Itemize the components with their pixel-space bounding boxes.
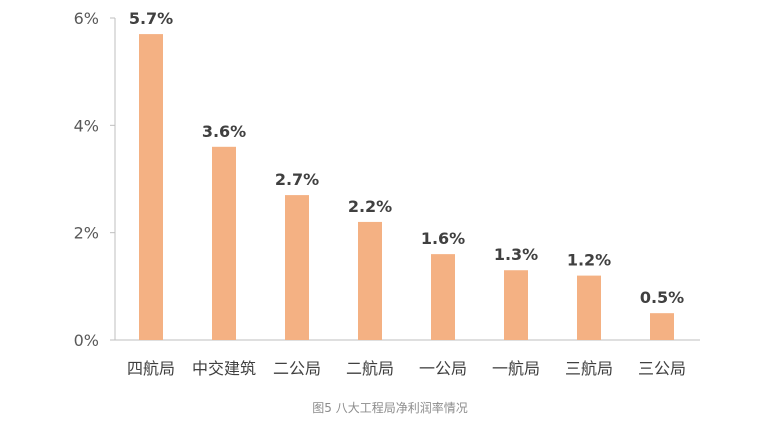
bar	[577, 275, 601, 340]
category-labels: 四航局 中交建筑 二公局 二航局 一公局 一航局 三航局 三公局	[127, 359, 686, 378]
category-label: 三公局	[638, 359, 686, 378]
category-label: 中交建筑	[192, 359, 256, 378]
figure-caption: 图5 八大工程局净利润率情况	[312, 401, 468, 415]
category-label: 二航局	[346, 359, 394, 378]
bar-value-label: 1.3%	[494, 245, 538, 264]
y-tick-label: 0%	[74, 331, 99, 350]
category-label: 四航局	[127, 359, 175, 378]
bar-value-label: 5.7%	[129, 9, 173, 28]
y-axis: 0% 2% 4% 6%	[74, 9, 116, 350]
y-tick-label: 2%	[74, 224, 99, 243]
bar	[212, 146, 236, 340]
bar	[139, 34, 163, 340]
bars	[139, 34, 674, 340]
bar-value-label: 1.2%	[567, 251, 611, 270]
bar	[285, 195, 309, 340]
category-label: 三航局	[565, 359, 613, 378]
category-label: 一公局	[419, 359, 467, 378]
bar	[504, 270, 528, 340]
bar-value-label: 2.2%	[348, 197, 392, 216]
category-label: 一航局	[492, 359, 540, 378]
category-label: 二公局	[273, 359, 321, 378]
y-tick-label: 6%	[74, 9, 99, 28]
value-labels: 5.7% 3.6% 2.7% 2.2% 1.6% 1.3% 1.2% 0.5%	[129, 9, 684, 307]
bar	[431, 254, 455, 340]
y-tick-label: 4%	[74, 116, 99, 135]
bar-value-label: 2.7%	[275, 170, 319, 189]
bar-value-label: 3.6%	[202, 122, 246, 141]
bar	[650, 313, 674, 340]
bar-value-label: 1.6%	[421, 229, 465, 248]
bar	[358, 221, 382, 340]
bar-value-label: 0.5%	[640, 288, 684, 307]
